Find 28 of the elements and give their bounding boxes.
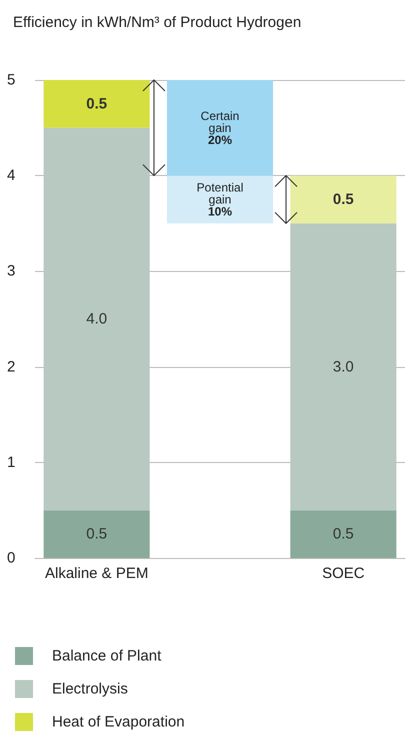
- bar: [290, 223, 396, 510]
- bar: [44, 80, 150, 128]
- data-label: Certain gain 20%: [200, 108, 240, 147]
- data-label: 0.5: [86, 526, 108, 543]
- y-tick-label: 5: [7, 72, 16, 88]
- y-tick-label: 3: [7, 262, 16, 280]
- bar: [44, 128, 150, 510]
- legend-label: Balance of Plant: [52, 648, 162, 664]
- data-label: Potential gain 10%: [196, 180, 244, 218]
- data-label: 0.5: [332, 191, 354, 208]
- y-tick-label: 0: [7, 550, 16, 566]
- x-tick-label: SOEC: [322, 565, 365, 582]
- chart-title: Efficiency in kWh/Nm³ of Product Hydrogen: [13, 14, 302, 31]
- y-tick-label: 4: [7, 167, 16, 184]
- bar: [290, 176, 396, 224]
- bar: [290, 510, 396, 558]
- data-label: 3.0: [332, 358, 354, 376]
- y-tick-label: 2: [7, 358, 16, 376]
- legend-label: Heat of Evaporation: [52, 714, 185, 730]
- data-label: 0.5: [86, 95, 108, 112]
- x-tick-label: Alkaline & PEM: [44, 565, 148, 582]
- data-label: 4.0: [86, 310, 108, 328]
- legend-label: Electrolysis: [52, 680, 128, 698]
- bar: [166, 176, 274, 224]
- data-label: 0.5: [332, 526, 354, 543]
- bar: [166, 80, 274, 176]
- y-tick-label: 1: [7, 454, 16, 471]
- bar: [44, 510, 150, 558]
